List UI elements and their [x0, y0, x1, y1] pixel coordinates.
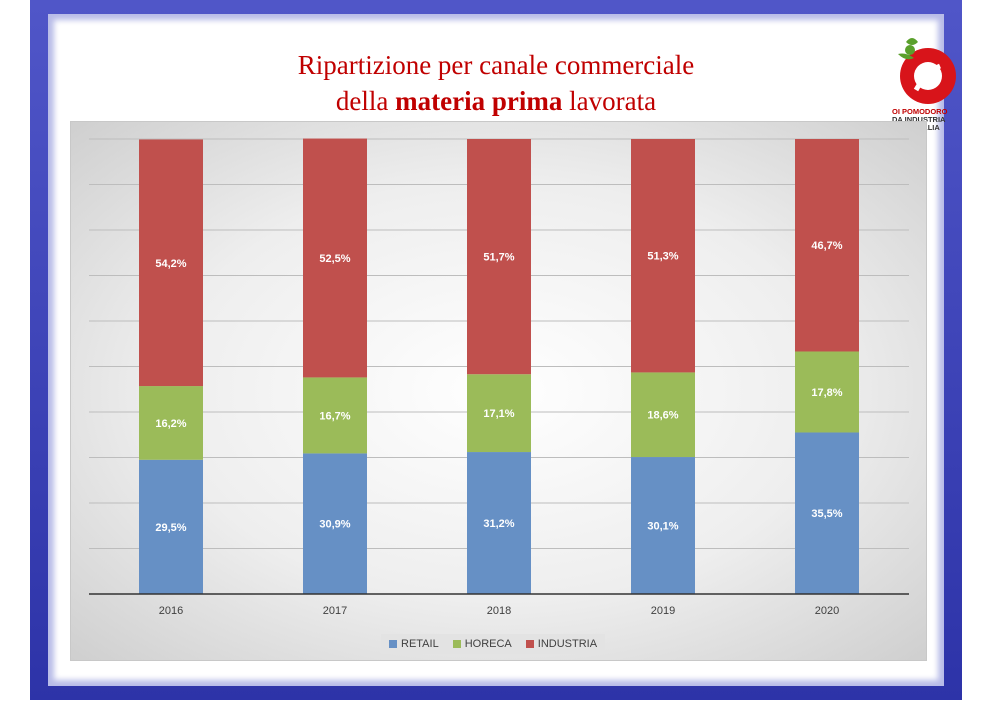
legend-label: RETAIL — [401, 638, 439, 650]
legend-label: HORECA — [464, 638, 512, 650]
legend-swatch — [452, 640, 461, 648]
data-label: 18,6% — [647, 410, 678, 422]
slide-title: Ripartizione per canale commerciale dell… — [48, 47, 944, 119]
bar-industria-2019 — [631, 139, 695, 373]
logo-brand: POMODORO — [902, 107, 948, 116]
chart-panel: 29,5% 16,2% 54,2% 2016 30,9% 16,7% 52,5% 2017 31… — [70, 121, 927, 661]
bar-horeca-2018 — [467, 374, 531, 453]
legend-item-retail: RETAIL — [389, 638, 439, 650]
bar-industria-2017 — [303, 138, 367, 378]
data-label: 16,2% — [155, 418, 186, 430]
legend-item-industria: INDUSTRIA — [525, 638, 598, 650]
data-label: 31,2% — [483, 518, 514, 530]
chart-legend: RETAIL HORECA INDUSTRIA — [381, 634, 606, 654]
bar-retail-2016 — [139, 459, 203, 594]
legend-item-horeca: HORECA — [452, 638, 512, 650]
stacked-bar-chart: 29,5% 16,2% 54,2% 2016 30,9% 16,7% 52,5% 2017 31… — [89, 138, 909, 617]
x-tick-label: 2016 — [159, 605, 183, 617]
legend-swatch — [389, 640, 397, 648]
title-line-1: Ripartizione per canale commerciale — [297, 50, 695, 80]
bar-retail-2020 — [795, 432, 859, 594]
title-line-2-bold: materia prima — [395, 86, 563, 116]
data-label: 51,3% — [647, 251, 678, 263]
data-label: 29,5% — [155, 522, 186, 534]
x-tick-label: 2020 — [815, 605, 839, 617]
data-label: 30,1% — [647, 521, 678, 533]
bar-horeca-2020 — [795, 351, 859, 433]
data-label: 16,7% — [319, 410, 350, 422]
bar-horeca-2016 — [139, 386, 203, 460]
x-tick-label: 2017 — [323, 605, 347, 617]
data-label: 51,7% — [483, 252, 514, 264]
bar-retail-2019 — [631, 457, 695, 594]
bar-industria-2016 — [139, 139, 203, 387]
x-tick-label: 2019 — [651, 605, 675, 617]
title-line-2: della materia prima lavorata — [48, 83, 944, 119]
legend-label: INDUSTRIA — [537, 638, 598, 650]
logo: OI POMODORO DA INDUSTRIA NORD ITALIA — [886, 32, 962, 134]
logo-line-2: DA INDUSTRIA — [892, 115, 946, 124]
bar-industria-2020 — [795, 139, 859, 352]
logo-line-1: OI POMODORO — [892, 108, 968, 116]
data-label: 17,8% — [811, 387, 842, 399]
title-line-2-post: lavorata — [562, 86, 657, 116]
bar-retail-2017 — [303, 453, 367, 594]
tomato-logo-icon — [898, 38, 956, 104]
data-label: 30,9% — [319, 519, 350, 531]
title-line-2-pre: della — [335, 86, 396, 116]
x-tick-label: 2018 — [487, 605, 511, 617]
data-label: 52,5% — [319, 253, 350, 265]
data-label: 46,7% — [811, 240, 842, 252]
data-label: 35,5% — [811, 508, 842, 520]
bar-horeca-2019 — [631, 372, 695, 458]
bar-horeca-2017 — [303, 377, 367, 454]
data-label: 54,2% — [155, 258, 186, 270]
data-label: 17,1% — [483, 408, 514, 420]
bar-retail-2018 — [467, 452, 531, 594]
logo-oi: OI — [892, 107, 903, 116]
legend-swatch — [525, 640, 534, 648]
bar-industria-2018 — [467, 139, 531, 375]
